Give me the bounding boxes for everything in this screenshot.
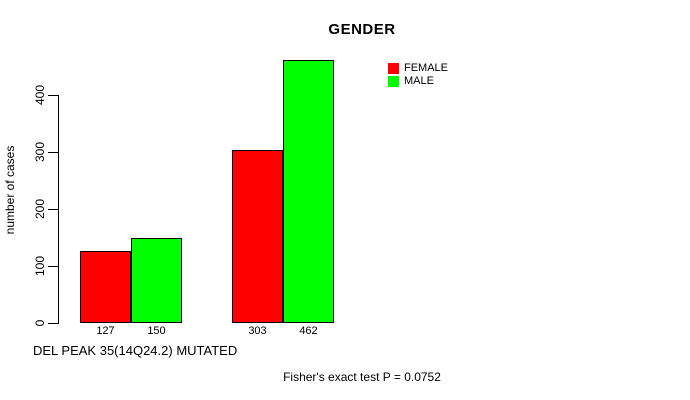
y-tick-label: 0 (33, 319, 47, 327)
legend-swatch-icon (388, 76, 399, 87)
y-tick-mark (48, 209, 59, 210)
bar-value-label: 303 (248, 325, 267, 337)
y-tick-label: 200 (33, 198, 47, 220)
y-tick-mark (48, 95, 59, 96)
bar-value-label: 462 (299, 325, 318, 337)
legend-label: FEMALE (404, 62, 449, 74)
legend-swatch-icon (388, 63, 399, 74)
legend: FEMALE MALE (388, 62, 448, 88)
annotation-text: Fisher's exact test P = 0.0752 (283, 370, 441, 384)
bar-female-group1 (80, 251, 131, 323)
y-tick-mark (48, 152, 59, 153)
y-tick-label: 300 (33, 141, 47, 163)
legend-item-male: MALE (388, 75, 448, 88)
y-axis-label: number of cases (3, 145, 17, 235)
y-tick-mark (48, 323, 59, 324)
x-axis-label: DEL PEAK 35(14Q24.2) MUTATED (33, 343, 238, 358)
y-tick-label: 400 (33, 84, 47, 106)
bar-value-label: 150 (147, 325, 166, 337)
bar-value-label: 127 (96, 325, 115, 337)
legend-item-female: FEMALE (388, 62, 448, 75)
bar-female-group2 (232, 150, 283, 323)
legend-label: MALE (404, 75, 434, 87)
y-tick-label: 100 (33, 255, 47, 277)
bar-male-group1 (131, 238, 182, 323)
y-tick-mark (48, 266, 59, 267)
bar-male-group2 (283, 60, 334, 323)
chart-title: GENDER (328, 21, 396, 38)
